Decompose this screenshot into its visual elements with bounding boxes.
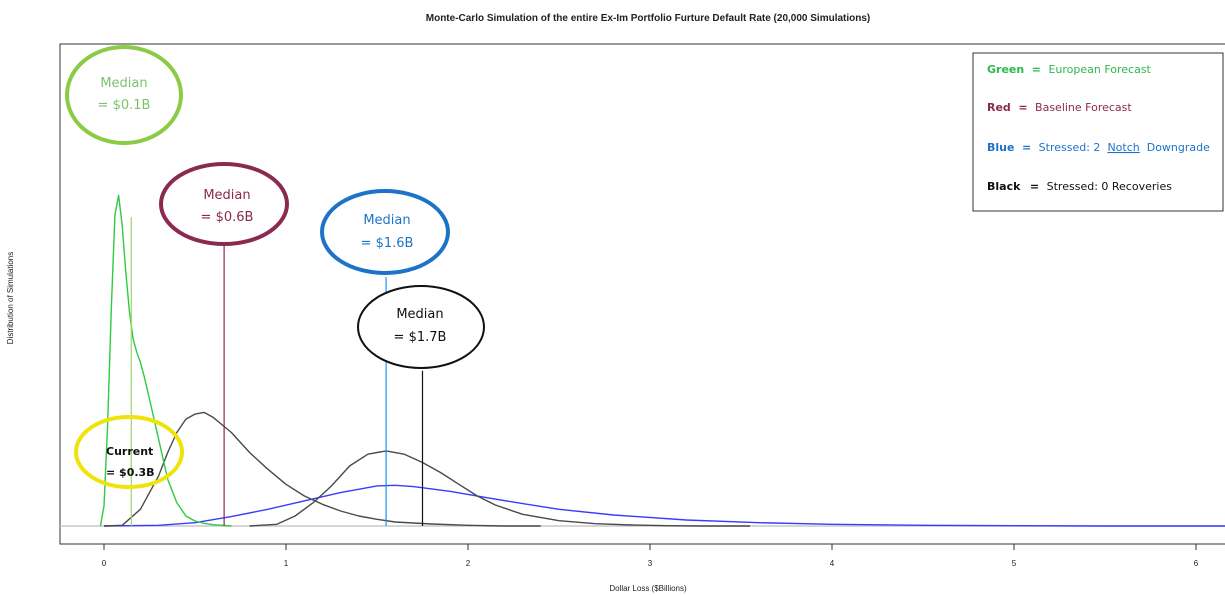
x-tick-label: 4 [830,559,835,568]
legend-item-green: Green = European Forecast [987,63,1152,76]
annotation-blue-ellipse [320,189,450,275]
annotation-red-line1: Median [203,188,250,203]
legend-key-black: Black [987,180,1021,193]
annotation-black-median: Median = $1.7B [357,285,485,369]
legend-desc-black: Stressed: 0 Recoveries [1047,180,1173,193]
annotation-green-ellipse [65,45,183,145]
x-tick-label: 5 [1012,559,1017,568]
annotation-blue-line1: Median [363,213,410,228]
annotation-black-line2: = $1.7B [394,330,447,345]
legend-key-green: Green [987,63,1024,76]
annotation-green-line1: Median [100,76,147,91]
x-axis: 0 1 2 3 4 5 6 [102,544,1199,568]
annotation-red-line2: = $0.6B [201,210,254,225]
annotation-black-line1: Median [396,307,443,322]
legend-equals: = [1030,180,1039,193]
annotation-current: Current = $0.3B [74,415,184,489]
annotation-blue-line2: = $1.6B [361,236,414,251]
legend-box [972,52,1224,212]
legend-desc-green: European Forecast [1048,63,1151,76]
series-line-baseline-forecast [103,411,541,527]
legend-key-blue: Blue [987,141,1014,154]
x-tick-label: 2 [466,559,471,568]
legend-desc-blue-part2: Notch [1107,141,1139,154]
legend-equals: = [1018,101,1027,114]
series-line-stressed-2-notch-downgrade [103,484,1225,527]
annotation-current-line2: = $0.3B [106,466,155,479]
annotation-green-median: Median = $0.1B [65,45,183,145]
legend-item-black: Black = Stressed: 0 Recoveries [987,180,1172,193]
annotation-green-line2: = $0.1B [98,98,151,113]
x-tick-label: 1 [284,559,289,568]
legend-item-blue: Blue = Stressed: 2 Notch Downgrade [987,141,1210,154]
annotation-black-ellipse [357,285,485,369]
series-line-stressed-0-recoveries [249,450,751,527]
x-tick-label: 6 [1194,559,1199,568]
series-line-european-forecast [99,194,232,527]
y-axis-label: Distribution of Simulations [6,252,15,344]
annotation-current-line1: Current [106,445,153,458]
annotation-blue-median: Median = $1.6B [320,189,450,275]
legend-desc-blue-part1: Stressed: 2 [1039,141,1104,154]
plot-frame [59,43,1225,545]
legend-equals: = [1032,63,1041,76]
series-layer [60,194,1225,527]
x-tick-label: 3 [648,559,653,568]
annotation-red-ellipse [159,162,289,246]
x-tick-label: 0 [102,559,107,568]
annotation-current-ellipse [74,415,184,489]
legend-key-red: Red [987,101,1011,114]
annotation-red-median: Median = $0.6B [159,162,289,246]
median-lines [130,217,424,526]
chart-title: Monte-Carlo Simulation of the entire Ex-… [426,13,871,24]
legend-desc-red: Baseline Forecast [1035,101,1132,114]
legend: Green = European Forecast Red = Baseline… [972,52,1224,212]
legend-desc-blue-part3: Downgrade [1143,141,1210,154]
legend-item-red: Red = Baseline Forecast [987,101,1132,114]
x-axis-label: Dollar Loss ($Billions) [609,584,687,593]
legend-equals: = [1022,141,1031,154]
